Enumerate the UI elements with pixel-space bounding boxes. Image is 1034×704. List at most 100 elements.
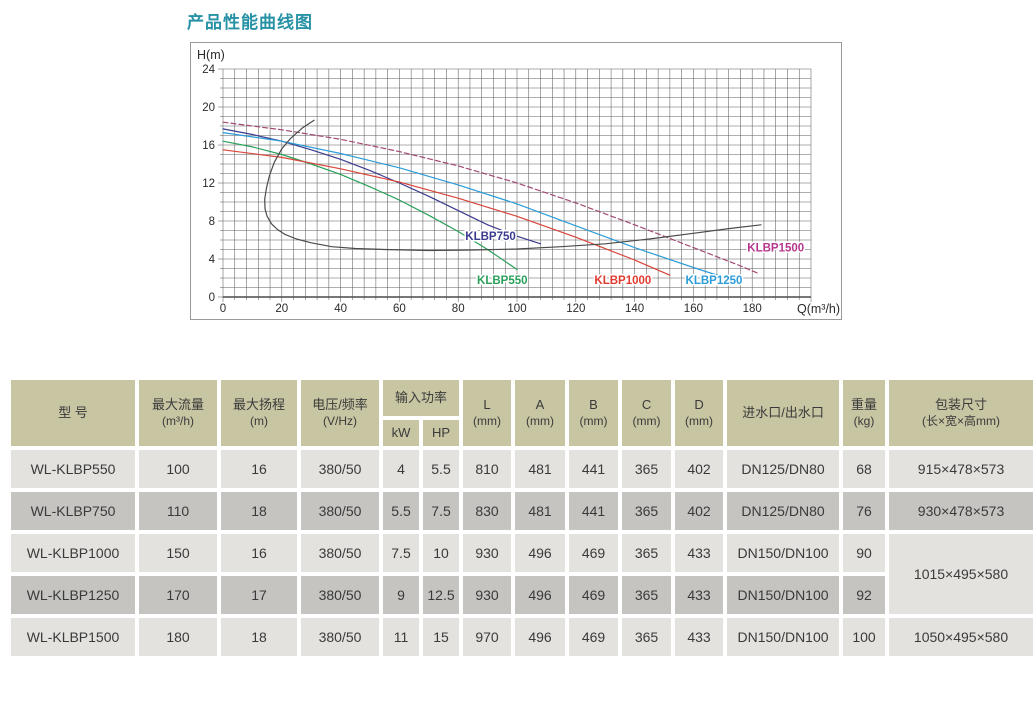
table-row-WL-KLBP1000: WL-KLBP1000 150 16 380/50 7.5 10 930 496 469 365 4…	[11, 534, 1034, 614]
table-row-WL-KLBP550: WL-KLBP550 100 16 380/50 4 5.5 810 481 441 365 402…	[11, 450, 1034, 488]
curve-unlabeled	[264, 119, 762, 252]
cell-WL-KLBP750-12: 76	[843, 492, 886, 530]
y-tick-label: 24	[202, 64, 215, 76]
cell-WL-KLBP750-7: 481	[515, 492, 566, 530]
cell-WL-KLBP550-7: 481	[515, 450, 566, 488]
cell-WL-KLBP1000-4: 7.5	[383, 534, 419, 572]
curve-label-KLBP550: KLBP550	[477, 275, 528, 287]
cell-WL-KLBP750-11: DN125/DN80	[727, 492, 840, 530]
cell-WL-KLBP1250-4: 9	[383, 576, 419, 614]
col-header-weight: 重量 (kg)	[843, 380, 886, 446]
col-subheader-power-0: kW	[383, 420, 419, 446]
col-header-pack: 包装尺寸 (长×宽×高mm)	[889, 380, 1034, 446]
cell-WL-KLBP1250-2: 17	[221, 576, 297, 614]
cell-WL-KLBP1250-7: 496	[515, 576, 566, 614]
x-tick-label: 20	[275, 303, 288, 315]
curve-KLBP550	[222, 140, 518, 271]
cell-WL-KLBP1500-9: 365	[622, 618, 672, 656]
curve-KLBP1250	[222, 132, 724, 278]
performance-curve-svg: 0 20 40 60 80 100 120 140 160 180 0 4 8 12 16 20 24 H(m) Q…	[197, 48, 840, 316]
x-tick-label: 140	[625, 303, 644, 315]
col-header-volt: 电压/频率 (V/Hz)	[301, 380, 379, 446]
cell-WL-KLBP1500-2: 18	[221, 618, 297, 656]
cell-WL-KLBP1250-10: 433	[675, 576, 724, 614]
cell-WL-KLBP1000-7: 496	[515, 534, 566, 572]
cell-WL-KLBP750-8: 441	[569, 492, 619, 530]
cell-WL-KLBP750-10: 402	[675, 492, 724, 530]
cell-WL-KLBP1250-9: 365	[622, 576, 672, 614]
cell-WL-KLBP1500-11: DN150/DN100	[727, 618, 840, 656]
cell-WL-KLBP1250-1: 170	[139, 576, 217, 614]
curve-label-KLBP1250: KLBP1250	[686, 275, 743, 287]
cell-WL-KLBP1250-0: WL-KLBP1250	[11, 576, 135, 614]
cell-WL-KLBP1000-3: 380/50	[301, 534, 379, 572]
col-subheader-power-1: HP	[423, 420, 460, 446]
col-header-D: D (mm)	[675, 380, 724, 446]
col-header-model: 型 号	[11, 380, 135, 446]
cell-WL-KLBP1500-6: 970	[463, 618, 512, 656]
cell-WL-KLBP1500-7: 496	[515, 618, 566, 656]
cell-WL-KLBP1000-11: DN150/DN100	[727, 534, 840, 572]
cell-WL-KLBP750-13: 930×478×573	[889, 492, 1034, 530]
curve-KLBP1000	[222, 149, 671, 276]
performance-curve-chart: 0 20 40 60 80 100 120 140 160 180 0 4 8 12 16 20 24 H(m) Q…	[190, 42, 842, 320]
cell-WL-KLBP1500-5: 15	[423, 618, 460, 656]
cell-WL-KLBP1250-6: 930	[463, 576, 512, 614]
cell-WL-KLBP1500-3: 380/50	[301, 618, 379, 656]
curve-label-KLBP1000: KLBP1000	[594, 275, 651, 287]
cell-WL-KLBP1250-8: 469	[569, 576, 619, 614]
cell-WL-KLBP550-1: 100	[139, 450, 217, 488]
table-row-WL-KLBP1500: WL-KLBP1500 180 18 380/50 11 15 970 496 469 365 43…	[11, 618, 1034, 656]
y-axis-title: H(m)	[197, 48, 225, 62]
cell-WL-KLBP750-9: 365	[622, 492, 672, 530]
y-tick-label: 12	[202, 178, 215, 190]
cell-WL-KLBP1000-8: 469	[569, 534, 619, 572]
cell-WL-KLBP1500-8: 469	[569, 618, 619, 656]
cell-WL-KLBP750-3: 380/50	[301, 492, 379, 530]
cell-WL-KLBP1500-12: 100	[843, 618, 886, 656]
cell-WL-KLBP750-2: 18	[221, 492, 297, 530]
col-header-flow: 最大流量 (m³/h)	[139, 380, 217, 446]
cell-WL-KLBP750-6: 830	[463, 492, 512, 530]
x-tick-label: 100	[507, 303, 526, 315]
x-tick-label: 0	[220, 303, 226, 315]
col-header-power: 输入功率	[383, 380, 460, 416]
table-row-WL-KLBP1250: WL-KLBP1250 170 17 380/50 9 12.5 930 496 469 365 4…	[11, 576, 1033, 614]
x-tick-label: 60	[393, 303, 406, 315]
chart-grid	[218, 68, 812, 302]
cell-WL-KLBP550-2: 16	[221, 450, 297, 488]
y-tick-label: 0	[209, 292, 215, 304]
cell-WL-KLBP550-9: 365	[622, 450, 672, 488]
cell-WL-KLBP1000-13: 1015×495×580	[889, 534, 1034, 614]
x-axis-title: Q(m³/h)	[797, 302, 840, 316]
cell-WL-KLBP1250-11: DN150/DN100	[727, 576, 840, 614]
cell-WL-KLBP1250-5: 12.5	[423, 576, 460, 614]
cell-WL-KLBP550-11: DN125/DN80	[727, 450, 840, 488]
curve-label-KLBP750: KLBP750	[465, 231, 516, 243]
x-tick-label: 80	[452, 303, 465, 315]
cell-WL-KLBP1500-4: 11	[383, 618, 419, 656]
col-header-B: B (mm)	[569, 380, 619, 446]
cell-WL-KLBP1000-5: 10	[423, 534, 460, 572]
cell-WL-KLBP1000-0: WL-KLBP1000	[11, 534, 135, 572]
cell-WL-KLBP1000-10: 433	[675, 534, 724, 572]
page-title: 产品性能曲线图	[187, 13, 313, 32]
cell-WL-KLBP1500-10: 433	[675, 618, 724, 656]
y-tick-label: 16	[202, 140, 215, 152]
cell-WL-KLBP750-4: 5.5	[383, 492, 419, 530]
cell-WL-KLBP550-4: 4	[383, 450, 419, 488]
cell-WL-KLBP550-8: 441	[569, 450, 619, 488]
cell-WL-KLBP1250-3: 380/50	[301, 576, 379, 614]
cell-WL-KLBP1000-9: 365	[622, 534, 672, 572]
cell-WL-KLBP1000-6: 930	[463, 534, 512, 572]
y-tick-label: 8	[209, 216, 215, 228]
cell-WL-KLBP1500-1: 180	[139, 618, 217, 656]
cell-WL-KLBP550-10: 402	[675, 450, 724, 488]
y-tick-label: 20	[202, 102, 215, 114]
cell-WL-KLBP1000-1: 150	[139, 534, 217, 572]
cell-WL-KLBP750-1: 110	[139, 492, 217, 530]
table-row-WL-KLBP750: WL-KLBP750 110 18 380/50 5.5 7.5 830 481 441 365 4…	[11, 492, 1034, 530]
x-tick-label: 180	[743, 303, 762, 315]
cell-WL-KLBP1000-2: 16	[221, 534, 297, 572]
y-tick-label: 4	[209, 254, 216, 266]
